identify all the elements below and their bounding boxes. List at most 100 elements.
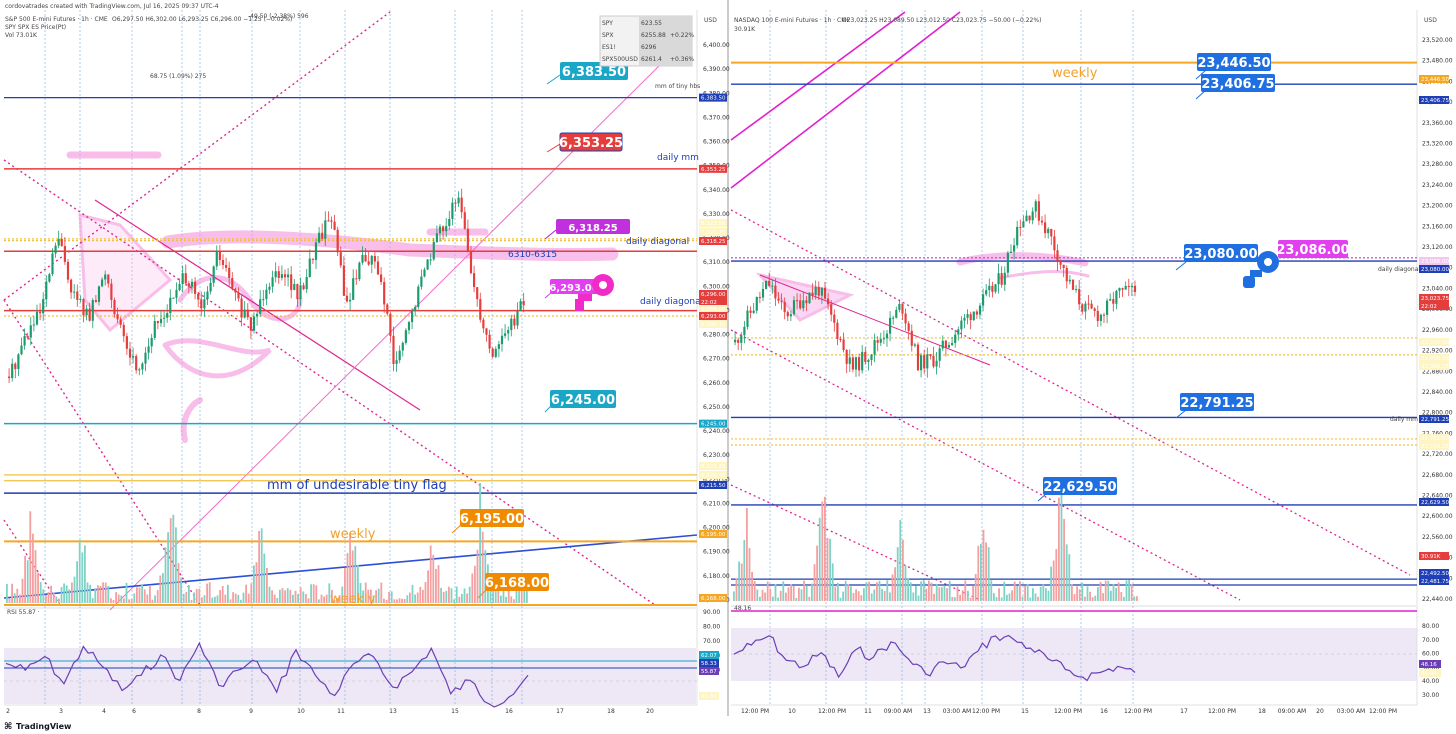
candle-body [460,197,463,213]
volume-bar [297,593,299,603]
volume-bar [453,599,455,603]
volume-bar [1123,596,1125,601]
callout-22791-box [1180,393,1254,411]
price-tick-label: 6,300.00 [703,283,730,290]
volume-bar [286,588,289,603]
candle-body [889,317,892,334]
right-callouts: 23,446.50 23,406.75 23,080.00 23,086.00 … [1037,53,1350,502]
volume-bar [299,587,302,603]
price-tag-label: 48.16 [1421,662,1437,668]
candle-body [141,363,144,370]
callout-23086: 23,086.00 [1276,243,1349,258]
left-watchlist[interactable]: SPY 623.55 SPX 6255.88 +0.22% ES1! 6296 … [599,15,694,67]
candle-body [429,259,432,261]
price-tag [699,290,727,298]
volume-bar [1071,584,1073,601]
volume-bar [1112,584,1115,601]
volume-bar [206,583,208,603]
candle-body [156,321,159,324]
candle-body [435,233,438,242]
volume-bar [193,592,195,603]
volume-bar [242,592,245,603]
volume-bar [1037,596,1039,601]
candle-body [761,288,765,298]
volume-bar [1039,586,1042,601]
price-tag [699,305,727,313]
candle-body [63,246,66,262]
candle-body [1050,228,1053,237]
volume-bar [951,596,954,601]
volume-bar [34,550,37,603]
date-tick-label: 12:00 PM [1054,708,1082,715]
candle-body [941,340,944,349]
candle-body [414,306,417,312]
candle-body [352,278,355,300]
price-tag-label: 23,086.00 [1421,259,1449,265]
price-tag-label: 6,293.00 [701,314,726,320]
left-vol: Vol 73.01K [5,32,38,39]
price-tick-label: 6,260.00 [703,380,730,387]
candle-body [57,238,60,246]
candle-body [159,318,163,324]
candle-body [768,280,771,286]
candle-body [488,334,491,349]
candle-body [336,229,339,253]
volume-bar [974,573,977,601]
candle-body [35,311,39,325]
volume-bar [50,585,52,603]
candle-body [752,310,755,313]
volume-bar [84,545,86,603]
left-measure-top: -49.50 (-2.38%) 596 [248,13,309,20]
price-tag-label: 6,296.00 [701,292,726,298]
volume-bar [1060,483,1063,601]
volume-bar [73,576,76,603]
volume-bar [344,568,346,603]
highlight-loop [162,338,272,379]
price-tick-label: 23,520.00 [1422,37,1453,44]
candle-body [1019,226,1022,228]
candle-body [1065,267,1068,282]
price-tag-label: 22,751.50 [1421,436,1449,442]
candle-body [765,280,768,289]
volume-bar [305,593,307,603]
volume-bar [255,562,258,603]
volume-bar [76,561,78,603]
candle-body [308,258,311,278]
volume-bar [941,587,943,601]
candle-body [70,279,73,293]
callout-22629-box [1043,477,1117,495]
price-tick-label: 22,960.00 [1422,327,1453,334]
callout-6318-box [556,219,630,234]
price-tag-label: 6,245.00 [701,422,726,428]
volume-bar [341,586,344,603]
volume-bar [777,597,779,601]
candle-body [500,335,504,345]
volume-bar [1115,587,1117,601]
volume-bar [279,589,281,603]
candle-body [904,313,907,324]
left-currency: USD [704,17,717,24]
volume-bar [500,595,502,603]
candle-body [166,313,169,318]
price-tag [1419,338,1449,346]
volume-bar [795,597,798,601]
magenta-channel-1 [730,11,906,141]
volume-bar [258,530,260,603]
volume-bar [751,571,753,601]
volume-bar [993,593,995,601]
volume-bar [141,584,143,603]
candle-body [1068,279,1071,282]
volume-bar [510,596,513,603]
volume-bar [782,581,785,601]
right-header: NASDAQ 100 E-mini Futures · 1h · CME O23… [734,17,1437,33]
candle-body [370,255,373,265]
price-tag-label: 6,353.25 [701,167,726,173]
left-rsi-legend: RSI 55.87 · [7,609,40,616]
volume-bar [907,578,909,601]
candle-body [1071,279,1075,290]
candle-body [76,291,79,300]
volume-bar [427,570,429,603]
candle-body [746,310,749,327]
candle-body [957,329,960,335]
